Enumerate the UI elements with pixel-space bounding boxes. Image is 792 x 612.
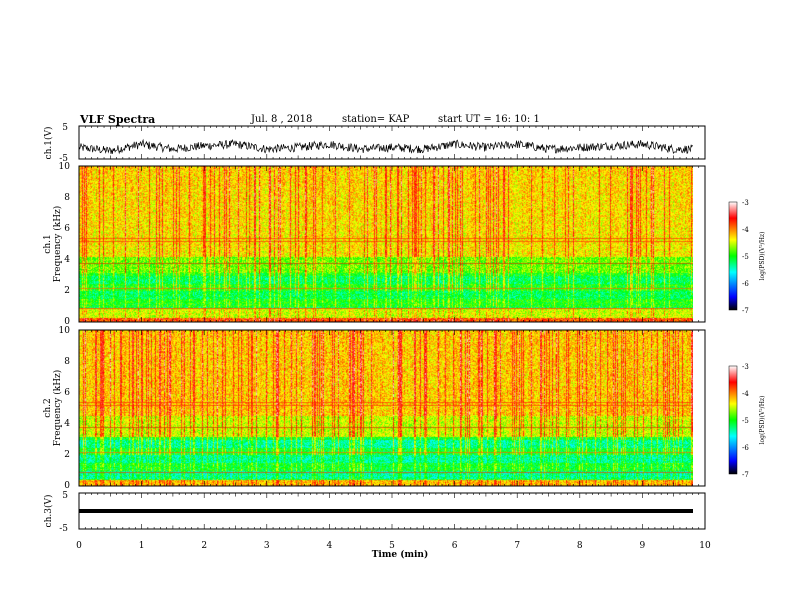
ch2-spectrogram-panel: 0 2 4 6 8 10 ch.2 Frequency (kHz) -3 -4 … [43, 326, 766, 491]
ch1-colorbar [728, 201, 738, 311]
time-axis-tick-label: 9 [640, 541, 646, 551]
ch3-ylabel: ch.3(V) [43, 495, 54, 528]
ch1-spec-ytick-8: 8 [64, 193, 70, 203]
time-axis-tick-label: 6 [452, 541, 458, 551]
ch1-series-line [78, 138, 693, 155]
ch3-ytick-top: 5 [62, 491, 68, 501]
time-axis-tick-label: 4 [327, 541, 333, 551]
ch1-spec-ytick-2: 2 [64, 286, 70, 296]
ch1-cbar-tick-m4: -4 [742, 226, 749, 234]
time-axis-tick-label: 10 [699, 541, 711, 551]
station-label: station= KAP [342, 114, 410, 125]
time-axis-tick-label: 2 [201, 541, 207, 551]
ch1-ytick-top: 5 [62, 123, 68, 133]
time-axis-tick-label: 7 [514, 541, 520, 551]
date-label: Jul. 8 , 2018 [251, 114, 313, 125]
ch1-waveform-panel: 5 -5 ch.1(V) [43, 123, 706, 164]
ch2-spec-ylabel-frequency: Frequency (kHz) [52, 370, 63, 447]
ch2-cbar-tick-m4: -4 [742, 390, 749, 398]
ch2-spec-ytick-2: 2 [64, 450, 70, 460]
ch3-ytick-bottom: -5 [59, 524, 68, 534]
ch2-spec-ytick-10: 10 [59, 326, 71, 336]
ch3-waveform-panel: 5 -5 ch.3(V) 0 1 2 3 4 5 6 7 8 9 10 Time (min) [43, 491, 711, 560]
ch1-cbar-label: log(PSD)(V²/Hz) [759, 232, 766, 281]
ch2-spec-ytick-8: 8 [64, 357, 70, 367]
ch1-spec-ytick-10: 10 [59, 162, 71, 172]
time-axis-tick-label: 5 [389, 541, 395, 551]
ch1-ylabel: ch.1(V) [43, 127, 54, 160]
ch1-spec-ytick-6: 6 [64, 224, 70, 234]
figure-title: VLF Spectra [80, 113, 156, 126]
ch2-cbar-tick-m6: -6 [742, 444, 749, 452]
ch1-spec-ytick-0: 0 [64, 317, 70, 327]
ch1-cbar-tick-m5: -5 [742, 253, 749, 261]
time-axis-label: Time (min) [372, 549, 429, 560]
ch1-cbar-tick-m3: -3 [742, 199, 749, 207]
ch2-spec-ylabel-channel: ch.2 [43, 398, 53, 417]
ch2-spec-ytick-6: 6 [64, 388, 70, 398]
ch1-spec-ytick-4: 4 [64, 255, 70, 265]
ch2-spec-ytick-4: 4 [64, 419, 70, 429]
ch1-spec-ylabel-frequency: Frequency (kHz) [52, 206, 63, 283]
ch1-spectrogram-image [79, 166, 693, 322]
time-axis-tick-label: 1 [139, 541, 145, 551]
ch1-cbar-tick-m7: -7 [742, 307, 749, 315]
start-time-label: start UT = 16: 10: 1 [438, 114, 540, 125]
ch2-colorbar [728, 365, 738, 475]
ch1-spec-ylabel-channel: ch.1 [43, 234, 53, 253]
panel-tick-marks [78, 126, 706, 529]
ch1-spec-yticks: 0 2 4 6 8 10 [59, 162, 71, 327]
ch1-spectrogram-panel: 0 2 4 6 8 10 ch.1 Frequency (kHz) -3 -4 … [43, 162, 766, 327]
ch1-cbar-tick-m6: -6 [742, 280, 749, 288]
ch2-cbar-tick-m7: -7 [742, 471, 749, 479]
time-axis-ticks: 0 1 2 3 4 5 6 7 8 9 10 [76, 541, 711, 551]
ch2-spectrogram-image [79, 330, 693, 486]
ch1-ytick-bottom: -5 [59, 154, 68, 164]
time-axis-tick-label: 3 [264, 541, 270, 551]
ch2-cbar-label: log(PSD)(V²/Hz) [759, 396, 766, 445]
ch2-spec-ytick-0: 0 [64, 481, 70, 491]
time-axis-tick-label: 0 [76, 541, 82, 551]
time-axis-tick-label: 8 [577, 541, 583, 551]
ch2-cbar-tick-m5: -5 [742, 417, 749, 425]
ch2-cbar-tick-m3: -3 [742, 363, 749, 371]
